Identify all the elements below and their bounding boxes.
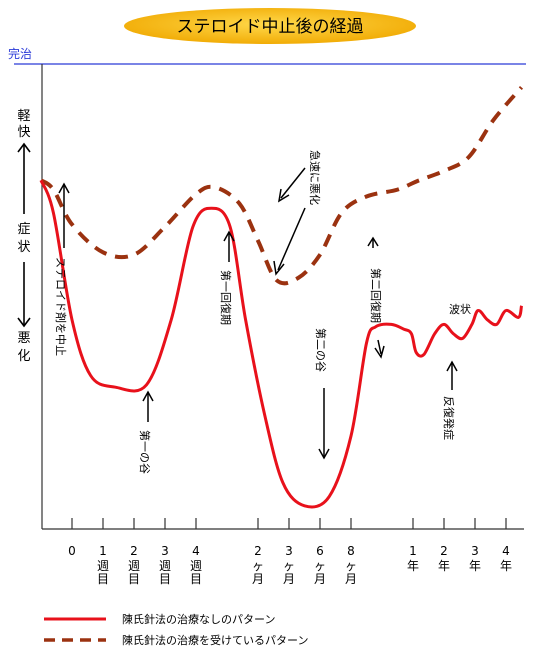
x-tick-label-7: 6 bbox=[316, 544, 324, 558]
x-tick-label-0: 0 bbox=[68, 544, 76, 558]
x-tick-label-11: 3 bbox=[471, 544, 479, 558]
x-tick-label-9: 1 bbox=[409, 544, 417, 558]
y-down-arrow bbox=[17, 262, 31, 328]
annotation-first-valley: 第一の谷 bbox=[138, 390, 154, 474]
annotation-first-recovery: 第一回復期 bbox=[219, 230, 235, 325]
legend-label-without-treatment: 陳氏針法の治療なしのパターン bbox=[122, 612, 275, 626]
x-tick-unit-7-1: 月 bbox=[314, 572, 326, 586]
x-tick-unit-12-0: 年 bbox=[500, 559, 512, 573]
annotation-first-recovery-text: 第一回復期 bbox=[219, 270, 233, 325]
x-tick-unit-9-0: 年 bbox=[407, 559, 419, 573]
y-text-kei: 軽 bbox=[17, 109, 30, 124]
annotations: ステロイド剤を中止 第一の谷 第一回復期 急速に悪化 第二の谷 第二回復 bbox=[54, 150, 471, 474]
annotation-second-recovery-text: 第二回復期 bbox=[369, 268, 383, 323]
x-tick-label-10: 2 bbox=[440, 544, 448, 558]
x-tick-unit-2-0: 週 bbox=[128, 559, 140, 573]
annotation-rapid-worsen-text: 急速に悪化 bbox=[308, 150, 322, 205]
y-text-aku: 悪 bbox=[17, 331, 30, 346]
x-tick-label-6: 3 bbox=[285, 544, 293, 558]
chart-title: ステロイド中止後の経過 bbox=[124, 8, 416, 44]
annotation-steroid-stop-text: ステロイド剤を中止 bbox=[54, 257, 68, 356]
y-up-arrow bbox=[17, 142, 31, 214]
x-tick-unit-3-1: 目 bbox=[159, 572, 171, 586]
cure-label: 完治 bbox=[8, 46, 32, 61]
x-tick-label-2: 2 bbox=[130, 544, 138, 558]
annotation-second-recovery: 第二回復期 bbox=[367, 236, 385, 359]
annotation-second-valley-text: 第二の谷 bbox=[314, 328, 328, 372]
x-tick-unit-5-0: ヶ bbox=[252, 559, 264, 573]
x-tick-unit-4-0: 週 bbox=[190, 559, 202, 573]
x-tick-label-4: 4 bbox=[192, 544, 200, 558]
y-text-sho: 症 bbox=[17, 222, 30, 237]
x-tick-label-5: 2 bbox=[254, 544, 262, 558]
legend: 陳氏針法の治療なしのパターン 陳氏針法の治療を受けているパターン bbox=[44, 612, 308, 647]
x-tick-label-8: 8 bbox=[347, 544, 355, 558]
x-tick-unit-1-0: 週 bbox=[97, 559, 109, 573]
series-line-without-treatment bbox=[39, 179, 523, 509]
series-layer bbox=[39, 86, 524, 509]
y-text-ka: 化 bbox=[17, 349, 30, 364]
x-tick-unit-10-0: 年 bbox=[438, 559, 450, 573]
cure-line: 完治 bbox=[8, 46, 526, 65]
annotation-recurrence-text: 反復発症 bbox=[442, 396, 456, 440]
x-tick-unit-2-1: 目 bbox=[128, 572, 140, 586]
x-tick-unit-3-0: 週 bbox=[159, 559, 171, 573]
y-text-jo: 状 bbox=[17, 240, 30, 255]
annotation-recurrence: 反復発症 bbox=[442, 360, 458, 440]
y-axis: 軽 快 症 状 悪 化 bbox=[17, 64, 43, 529]
y-text-kai: 快 bbox=[17, 125, 30, 140]
x-tick-label-1: 1 bbox=[99, 544, 107, 558]
x-tick-unit-8-0: ヶ bbox=[345, 559, 357, 573]
x-tick-unit-8-1: 月 bbox=[345, 572, 357, 586]
legend-label-with-treatment: 陳氏針法の治療を受けているパターン bbox=[122, 633, 308, 647]
annotation-wave-text: 波状 bbox=[449, 302, 471, 316]
series-line-with-treatment bbox=[39, 86, 524, 286]
x-tick-unit-5-1: 月 bbox=[252, 572, 264, 586]
legend-item-without-treatment: 陳氏針法の治療なしのパターン bbox=[44, 612, 275, 626]
title-ellipse bbox=[124, 8, 416, 44]
x-tick-unit-6-0: ヶ bbox=[283, 559, 295, 573]
annotation-second-valley: 第二の谷 bbox=[314, 328, 330, 460]
x-tick-unit-6-1: 月 bbox=[283, 572, 295, 586]
x-tick-unit-11-0: 年 bbox=[469, 559, 481, 573]
x-tick-label-12: 4 bbox=[502, 544, 510, 558]
x-tick-unit-1-1: 目 bbox=[97, 572, 109, 586]
x-tick-unit-4-1: 目 bbox=[190, 572, 202, 586]
x-tick-label-3: 3 bbox=[161, 544, 169, 558]
annotation-rapid-worsen: 急速に悪化 bbox=[273, 150, 322, 276]
title-text: ステロイド中止後の経過 bbox=[177, 17, 364, 37]
x-tick-unit-7-0: ヶ bbox=[314, 559, 326, 573]
legend-item-with-treatment: 陳氏針法の治療を受けているパターン bbox=[44, 633, 308, 647]
annotation-steroid-stop: ステロイド剤を中止 bbox=[54, 182, 70, 356]
annotation-first-valley-text: 第一の谷 bbox=[138, 430, 152, 474]
